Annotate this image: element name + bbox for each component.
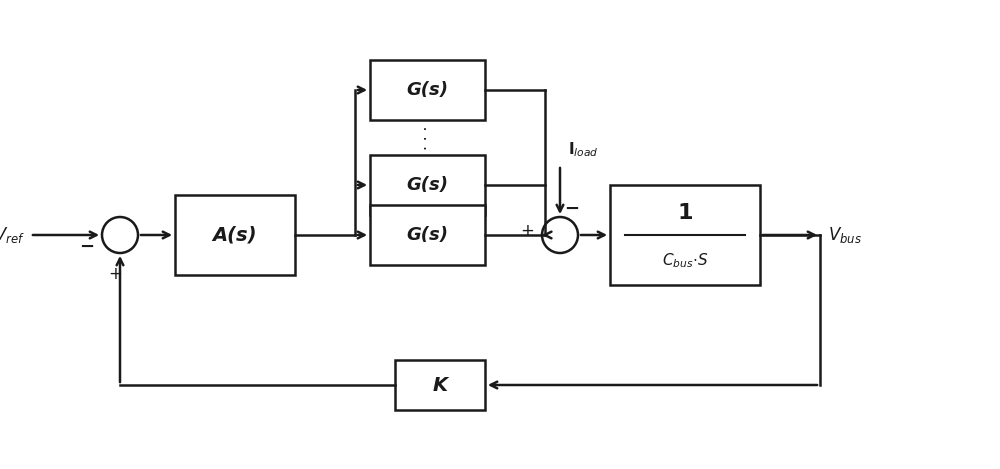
Text: G(s): G(s) xyxy=(406,176,448,194)
Text: +: + xyxy=(520,222,534,240)
Text: G(s): G(s) xyxy=(406,226,448,244)
Text: $\mathbf{I}_{load}$: $\mathbf{I}_{load}$ xyxy=(568,141,599,159)
Bar xyxy=(610,185,760,285)
Text: −: − xyxy=(564,200,579,218)
Bar xyxy=(370,205,485,265)
Bar xyxy=(175,195,295,275)
Text: $C_{bus}{\cdot}S$: $C_{bus}{\cdot}S$ xyxy=(662,252,708,270)
Text: 1: 1 xyxy=(677,203,693,223)
Bar xyxy=(395,360,485,410)
Circle shape xyxy=(542,217,578,253)
Text: · · ·: · · · xyxy=(420,125,435,150)
Text: $V_{bus}$: $V_{bus}$ xyxy=(828,225,862,245)
Circle shape xyxy=(102,217,138,253)
Text: +: + xyxy=(108,265,122,283)
Text: G(s): G(s) xyxy=(406,81,448,99)
Text: K: K xyxy=(432,376,448,394)
Text: −: − xyxy=(79,238,94,256)
Bar xyxy=(370,155,485,215)
Text: $V_{ref}$: $V_{ref}$ xyxy=(0,225,25,245)
Text: A(s): A(s) xyxy=(213,226,257,244)
Bar xyxy=(370,60,485,120)
